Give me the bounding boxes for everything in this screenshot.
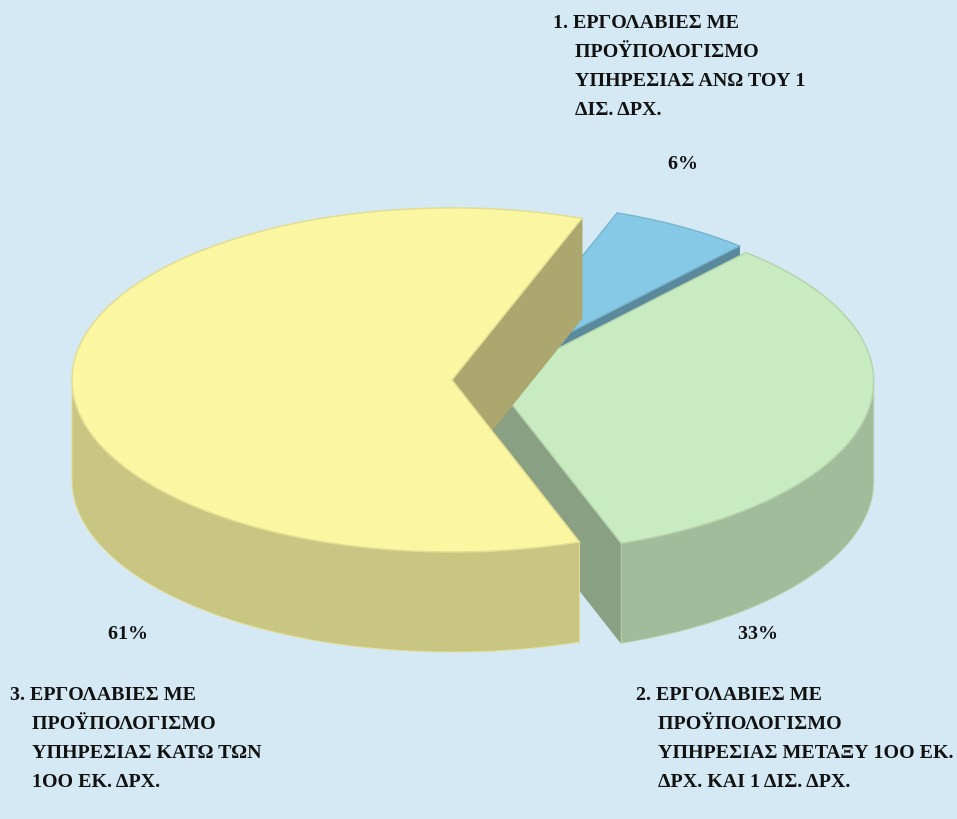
value-label: 33%	[738, 622, 778, 644]
value-label: 6%	[668, 152, 698, 174]
value-label: 61%	[108, 622, 148, 644]
slice	[71, 207, 584, 553]
slice-label: 1. ΕΡΓΟΛΑΒΙΕΣ ΜΕ ΠΡΟΫΠΟΛΟΓΙΣΜΟ ΥΠΗΡΕΣΙΑΣ…	[553, 11, 806, 120]
slice-label: 2. ΕΡΓΟΛΑΒΙΕΣ ΜΕ ΠΡΟΫΠΟΛΟΓΙΣΜΟ ΥΠΗΡΕΣΙΑΣ…	[636, 683, 954, 792]
slice-label: 3. ΕΡΓΟΛΑΒΙΕΣ ΜΕ ΠΡΟΫΠΟΛΟΓΙΣΜΟ ΥΠΗΡΕΣΙΑΣ…	[10, 683, 262, 792]
slice	[492, 251, 875, 545]
